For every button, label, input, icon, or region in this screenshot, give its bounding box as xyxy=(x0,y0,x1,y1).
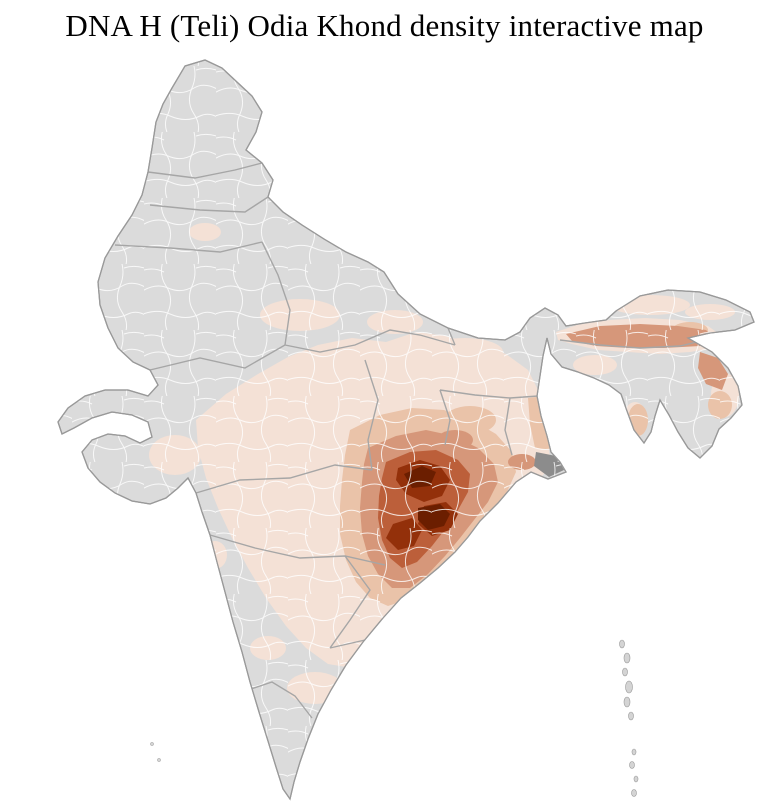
district-boundaries xyxy=(58,60,754,799)
island[interactable] xyxy=(628,711,634,721)
lakshadweep-islands[interactable] xyxy=(150,742,161,762)
island[interactable] xyxy=(619,639,625,649)
island[interactable] xyxy=(631,748,637,756)
island[interactable] xyxy=(157,758,161,762)
andaman-nicobar-islands[interactable] xyxy=(619,639,639,797)
island[interactable] xyxy=(623,696,631,708)
page-title: DNA H (Teli) Odia Khond density interact… xyxy=(65,8,704,43)
island[interactable] xyxy=(622,667,628,677)
island[interactable] xyxy=(633,775,639,783)
island[interactable] xyxy=(629,761,635,769)
island[interactable] xyxy=(631,789,637,797)
island[interactable] xyxy=(150,742,154,746)
island[interactable] xyxy=(623,652,631,664)
island[interactable] xyxy=(625,680,633,694)
